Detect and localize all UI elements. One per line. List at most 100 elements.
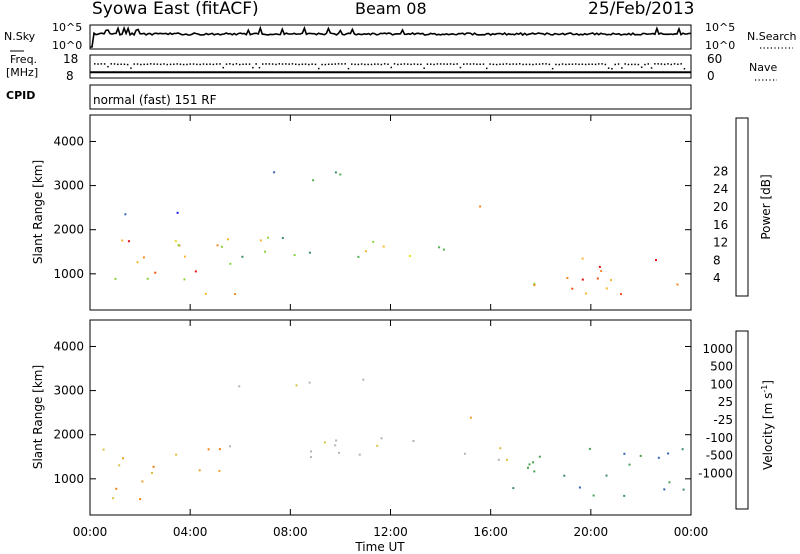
x-tick-label: 12:00 <box>373 525 408 539</box>
nave-dot <box>657 63 659 65</box>
echo-cell <box>506 458 508 461</box>
nave-dot <box>525 63 528 66</box>
nave-dot <box>410 63 412 66</box>
nave-dot <box>397 63 399 66</box>
nave-dot <box>439 63 442 65</box>
nave-dot <box>594 63 597 66</box>
y-tick-label: 4000 <box>53 339 84 353</box>
noise-left-tick-top: 10^5 <box>52 21 82 34</box>
nave-dot <box>360 63 363 65</box>
echo-cell <box>241 255 244 258</box>
echo-cell <box>293 254 296 257</box>
nave-dot <box>163 63 165 65</box>
echo-cell <box>114 277 117 280</box>
nave-dot <box>509 63 511 65</box>
nave-dot <box>538 63 541 65</box>
nave-dot <box>436 63 439 65</box>
cpid-label: CPID <box>6 89 35 102</box>
nave-dot <box>113 63 116 65</box>
echo-cell <box>668 481 671 484</box>
nave-dot <box>327 63 330 65</box>
echo-cell <box>310 450 312 453</box>
nave-dot <box>423 67 425 69</box>
nave-dot <box>542 63 544 65</box>
nave-dot <box>565 63 567 66</box>
echo-cell <box>139 498 142 501</box>
nave-dot <box>166 63 168 66</box>
echo-cell <box>527 466 529 469</box>
nave-dot <box>258 66 261 69</box>
echo-cell <box>639 454 642 457</box>
echo-cell <box>264 250 266 253</box>
freq-right-tick-top: 60 <box>707 52 722 66</box>
colorbar-tick-label: -500 <box>706 449 733 463</box>
noise-right-tick-bottom: 10^0 <box>705 39 735 52</box>
nave-dot <box>393 63 396 65</box>
echo-cell <box>512 487 515 490</box>
velocity-colorbar: 1000 500 100 25 -25 -100 -500 -1000 <box>698 330 749 510</box>
nave-dot <box>426 63 429 65</box>
nave-dot <box>499 63 501 65</box>
echo-cell <box>310 456 312 459</box>
velocity-cbar-label-end: ] <box>761 380 775 385</box>
nave-dot <box>364 63 366 66</box>
time-axis: 00:00 04:00 08:00 12:00 16:00 20:00 00:00 <box>73 115 709 539</box>
velocity-cbar-label: Velocity [m s-1] <box>760 380 775 470</box>
echo-cell <box>151 472 153 474</box>
echo-cell <box>141 480 144 483</box>
echo-cell <box>323 441 326 444</box>
velocity-cbar-label-sup: -1 <box>760 385 769 393</box>
beam-title: Beam 08 <box>355 0 427 18</box>
echo-cell <box>218 469 221 472</box>
nave-dot <box>97 63 99 65</box>
colorbar-tick-label: 500 <box>710 360 733 374</box>
nave-dot <box>568 63 570 65</box>
nave-dot <box>631 63 633 66</box>
echo-cell <box>122 457 124 460</box>
nave-dot <box>136 63 139 65</box>
nave-dot <box>453 63 455 65</box>
nave-dot <box>133 63 135 65</box>
echo-cell <box>234 293 237 296</box>
nave-dot <box>179 63 182 65</box>
nave-dot <box>588 63 590 65</box>
echo-cell <box>533 470 536 473</box>
nave-dot <box>248 63 251 65</box>
echo-cell <box>207 448 210 451</box>
echo-cell <box>112 497 115 500</box>
nave-dot <box>551 67 554 70</box>
nave-dot <box>492 63 495 66</box>
freq-left-label: Freq. <box>10 53 37 66</box>
nave-dot <box>650 67 653 69</box>
echo-cell <box>339 173 342 176</box>
noise-right-tick-top: 10^5 <box>705 21 735 34</box>
nave-dot <box>617 63 620 65</box>
nave-dot <box>182 63 185 66</box>
echo-cell <box>102 448 105 451</box>
nave-dot <box>640 66 643 68</box>
echo-cell <box>538 455 541 458</box>
nave-dot <box>268 63 271 65</box>
echo-cell <box>220 245 223 248</box>
x-tick-label: 00:00 <box>674 525 709 539</box>
power-echoes <box>114 171 679 296</box>
nave-dot <box>291 63 294 65</box>
nave-dot <box>156 63 159 65</box>
echo-cell <box>204 292 207 295</box>
echo-cell <box>438 246 441 249</box>
nave-dot <box>430 63 432 65</box>
nave-dot <box>186 63 188 66</box>
echo-cell <box>533 284 536 287</box>
velocity-cbar-label-main: Velocity [m s <box>761 393 775 470</box>
nave-dot <box>225 63 228 65</box>
echo-cell <box>259 239 262 242</box>
echo-cell <box>578 486 581 489</box>
x-tick-label: 04:00 <box>173 525 208 539</box>
echo-cell <box>623 494 626 497</box>
nave-dot <box>443 63 445 65</box>
nave-dot <box>614 63 616 66</box>
freq-left-tick-top: 18 <box>63 52 78 66</box>
x-tick-label: 08:00 <box>273 525 308 539</box>
echo-cell <box>183 255 186 258</box>
echo-cell <box>152 465 155 468</box>
